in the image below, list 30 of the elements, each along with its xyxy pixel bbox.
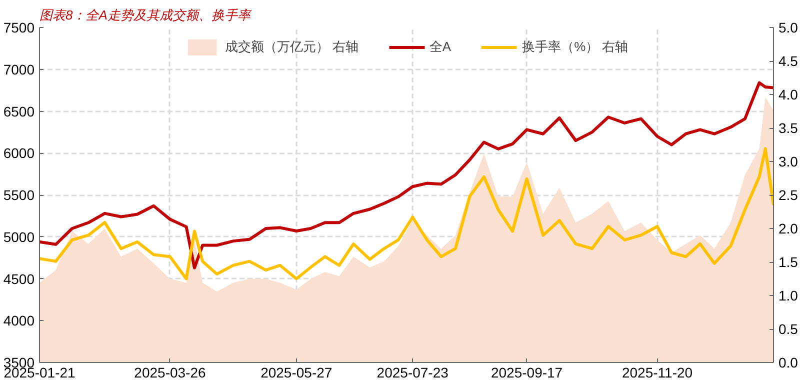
y2-tick-label: 3.5 xyxy=(778,120,798,136)
x-tick-label: 2025-03-26 xyxy=(134,364,206,380)
x-tick-label: 2025-07-23 xyxy=(376,364,449,380)
y2-tick-label: 3.0 xyxy=(778,154,798,170)
x-tick-label: 2025-05-27 xyxy=(260,364,332,380)
line-series xyxy=(40,147,774,280)
y2-tick-label: 2.0 xyxy=(778,220,798,236)
legend-label: 换手率（%） 右轴 xyxy=(522,38,628,56)
legend-label: 全A xyxy=(429,38,452,56)
y-tick-label: 4500 xyxy=(3,270,35,287)
x-tick-label: 2025-09-17 xyxy=(490,364,563,380)
y-tick-label: 7500 xyxy=(3,20,35,36)
y2-tick-label: 1.0 xyxy=(778,288,798,304)
y2-tick-label: 5.0 xyxy=(778,20,798,36)
y2-tick-label: 2.5 xyxy=(778,187,798,203)
y2-tick-label: 1.5 xyxy=(778,254,798,270)
x-tick-label: 2025-11-20 xyxy=(622,364,693,380)
y-tick-label: 6500 xyxy=(3,103,35,120)
y2-tick-label: 4.0 xyxy=(778,86,798,102)
y-tick-label: 4000 xyxy=(3,312,35,329)
y-tick-label: 5000 xyxy=(3,228,35,245)
y2-tick-label: 4.5 xyxy=(778,53,798,69)
y2-tick-label: 0.5 xyxy=(778,321,798,337)
y-tick-label: 7000 xyxy=(3,61,35,78)
y-tick-label: 5500 xyxy=(3,187,35,203)
legend-label: 成交额（万亿元） 右轴 xyxy=(224,38,358,56)
y2-tick-label: 0.0 xyxy=(778,354,798,370)
y-tick-label: 6000 xyxy=(3,145,35,162)
line-series xyxy=(40,81,774,270)
chart-title: 图表8：全A走势及其成交额、换手率 xyxy=(40,8,252,22)
